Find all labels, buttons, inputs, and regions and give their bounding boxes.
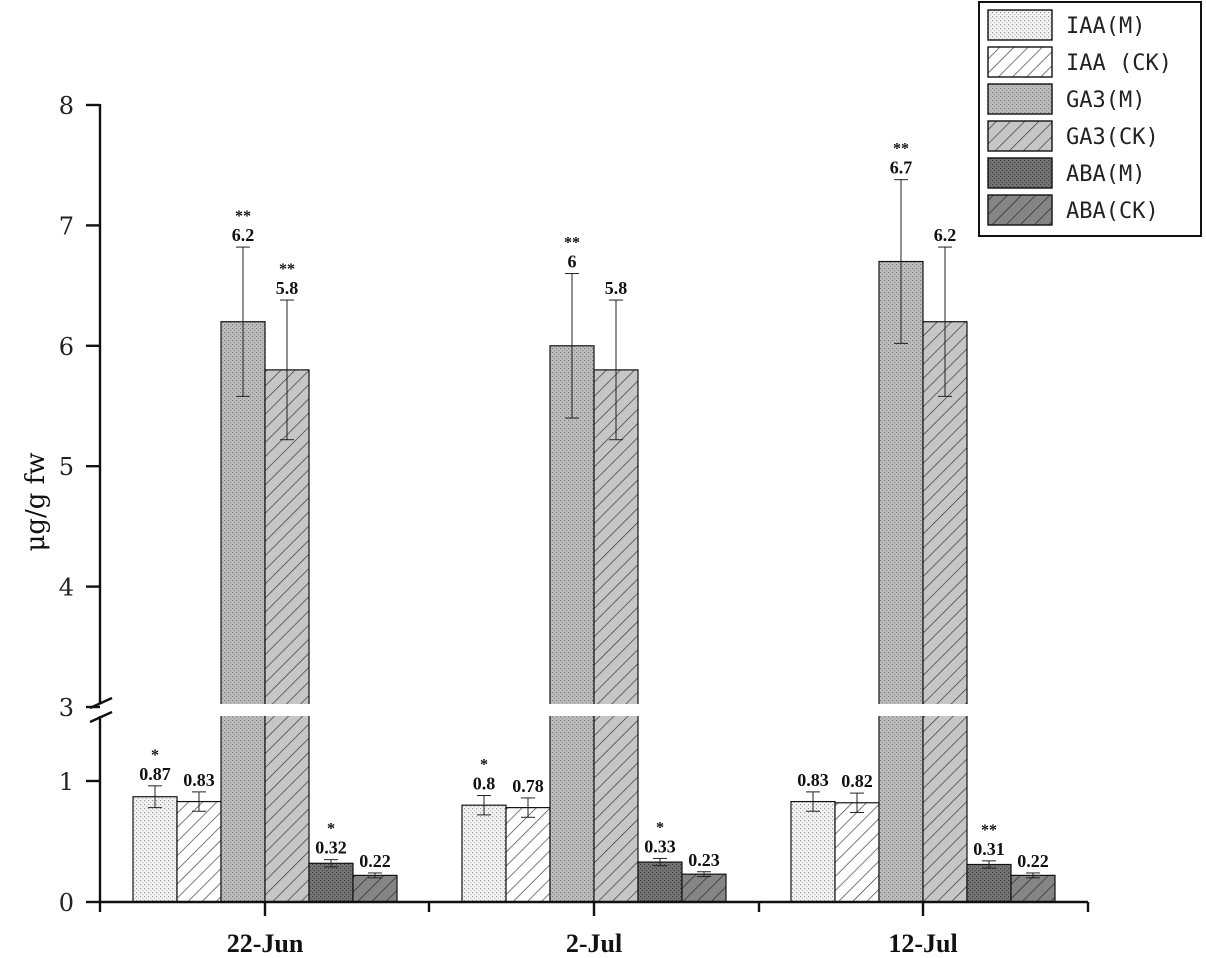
bar xyxy=(878,260,924,903)
axes-layer: 0 1 3 4 5 6 7 8 22-Jun 2-Jul 12-Jul xyxy=(59,92,1090,958)
legend-label: GA3(M) xyxy=(1066,88,1145,113)
bar xyxy=(549,345,595,903)
data-label: 6.2 xyxy=(934,225,957,245)
y-tick-label: 6 xyxy=(59,333,74,361)
legend-label: IAA (CK) xyxy=(1066,51,1172,76)
data-label: 0.32 xyxy=(315,838,347,858)
bar xyxy=(790,800,836,903)
data-label: 0.87 xyxy=(139,764,171,784)
y-tick-label: 7 xyxy=(59,212,74,240)
bar xyxy=(505,807,551,903)
y-tick-label: 1 xyxy=(59,768,74,796)
x-category-label: 22-Jun xyxy=(227,929,304,958)
bar xyxy=(132,796,178,903)
bar xyxy=(264,369,310,903)
y-tick-label: 3 xyxy=(59,694,74,722)
significance-mark: * xyxy=(327,821,335,838)
legend-label: IAA(M) xyxy=(1066,14,1145,39)
y-tick-label: 0 xyxy=(59,889,74,917)
legend: IAA(M) IAA (CK) GA3(M) GA3(CK) ABA(M) ABA(CK) xyxy=(978,1,1202,237)
data-label: 0.82 xyxy=(841,771,873,791)
data-label: 0.83 xyxy=(797,770,829,790)
data-label: 6.7 xyxy=(890,158,913,178)
y-tick-label: 4 xyxy=(59,574,74,602)
significance-mark: ** xyxy=(893,141,909,158)
data-label: 0.33 xyxy=(644,836,676,856)
x-category-label: 2-Jul xyxy=(566,929,622,958)
bar xyxy=(308,862,354,903)
significance-mark: * xyxy=(151,747,159,764)
bar xyxy=(1010,874,1056,903)
bar xyxy=(834,802,880,903)
bar xyxy=(681,873,727,903)
legend-swatch xyxy=(987,194,1053,226)
data-label: 0.8 xyxy=(473,774,496,794)
significance-mark: * xyxy=(656,819,664,836)
significance-mark: ** xyxy=(235,208,251,225)
data-label: 0.83 xyxy=(183,770,215,790)
legend-swatch xyxy=(987,120,1053,152)
bar xyxy=(922,321,968,903)
labels-layer: 0.87*0.8*0.830.83 0.78 0.826.2**6**6.7**5.… xyxy=(139,141,1049,871)
axis-break-gap xyxy=(102,704,1090,716)
bar xyxy=(352,874,398,903)
significance-mark: ** xyxy=(981,822,997,839)
bar xyxy=(966,863,1012,903)
significance-mark: ** xyxy=(564,235,580,252)
significance-mark: * xyxy=(480,757,488,774)
legend-swatch xyxy=(987,83,1053,115)
y-tick-label: 8 xyxy=(59,92,74,120)
legend-swatch xyxy=(987,46,1053,78)
legend-label: GA3(CK) xyxy=(1066,125,1159,150)
data-label: 6.2 xyxy=(232,225,255,245)
bar xyxy=(593,369,639,903)
data-label: 0.31 xyxy=(973,839,1005,859)
data-label: 6 xyxy=(568,252,577,272)
bar xyxy=(220,321,266,903)
x-category-label: 12-Jul xyxy=(888,929,957,958)
bars-layer xyxy=(132,179,1056,903)
significance-mark: ** xyxy=(279,261,295,278)
y-axis-label: μg/g fw xyxy=(21,452,51,551)
legend-label: ABA(M) xyxy=(1066,162,1145,187)
y-tick-label: 5 xyxy=(59,453,74,481)
legend-label: ABA(CK) xyxy=(1066,199,1159,224)
data-label: 0.78 xyxy=(512,776,544,796)
data-label: 0.23 xyxy=(688,850,720,870)
bar xyxy=(637,861,683,903)
data-label: 0.22 xyxy=(1017,851,1049,871)
data-label: 0.22 xyxy=(359,851,391,871)
legend-swatch xyxy=(987,157,1053,189)
bar xyxy=(461,804,507,903)
axis-break-mark xyxy=(89,710,113,724)
bar xyxy=(176,800,222,903)
data-label: 5.8 xyxy=(276,278,299,298)
legend-swatch xyxy=(987,9,1053,41)
data-label: 5.8 xyxy=(605,278,628,298)
